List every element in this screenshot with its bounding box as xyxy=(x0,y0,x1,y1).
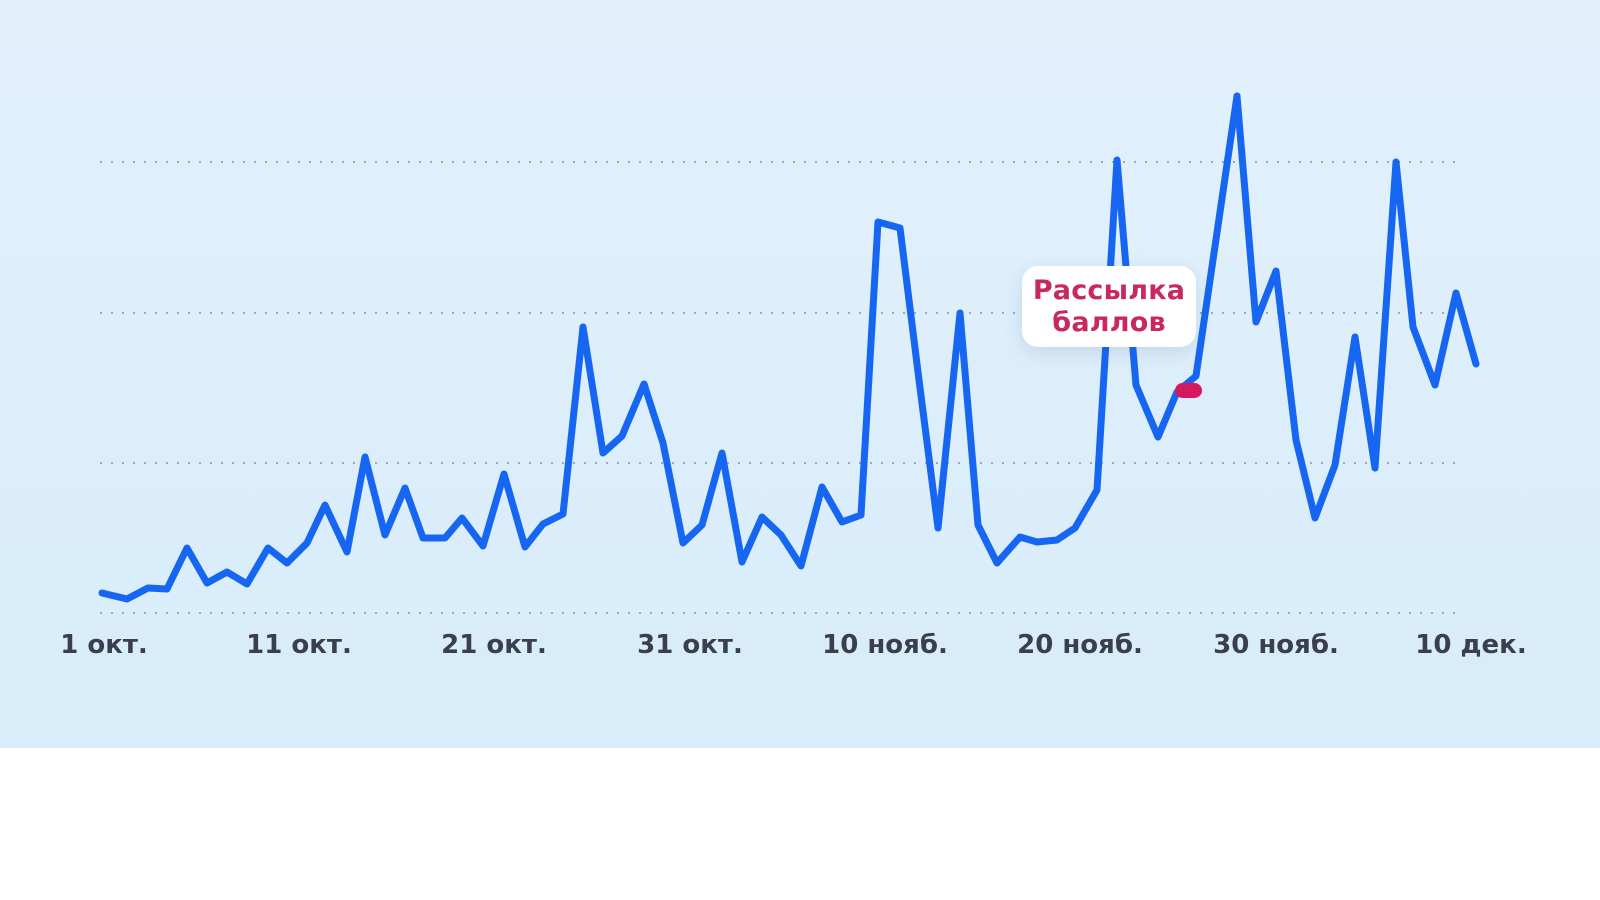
annotation-text-line2: баллов xyxy=(1052,306,1166,338)
x-tick-label: 1 окт. xyxy=(60,630,148,660)
line-chart xyxy=(98,92,1480,614)
x-tick-label: 10 дек. xyxy=(1415,630,1527,660)
x-tick-label: 30 нояб. xyxy=(1213,630,1339,660)
x-tick-label: 10 нояб. xyxy=(822,630,948,660)
footer-logos: OZON М Т С ЦИФРОВАЯ ЭКОСИСТЕМА Adlabs xyxy=(0,748,1600,900)
annotation-callout: Рассылка баллов xyxy=(1022,266,1196,347)
x-tick-label: 20 нояб. xyxy=(1017,630,1143,660)
x-tick-label: 11 окт. xyxy=(246,630,352,660)
x-tick-label: 21 окт. xyxy=(441,630,547,660)
annotation-text-line1: Рассылка xyxy=(1032,274,1186,306)
event-marker-pill xyxy=(1175,383,1202,398)
chart-area: Рассылка баллов 1 окт. 11 окт. 21 окт. 31 о… xyxy=(0,0,1600,748)
data-series-line xyxy=(98,92,1480,603)
x-tick-label: 31 окт. xyxy=(637,630,743,660)
